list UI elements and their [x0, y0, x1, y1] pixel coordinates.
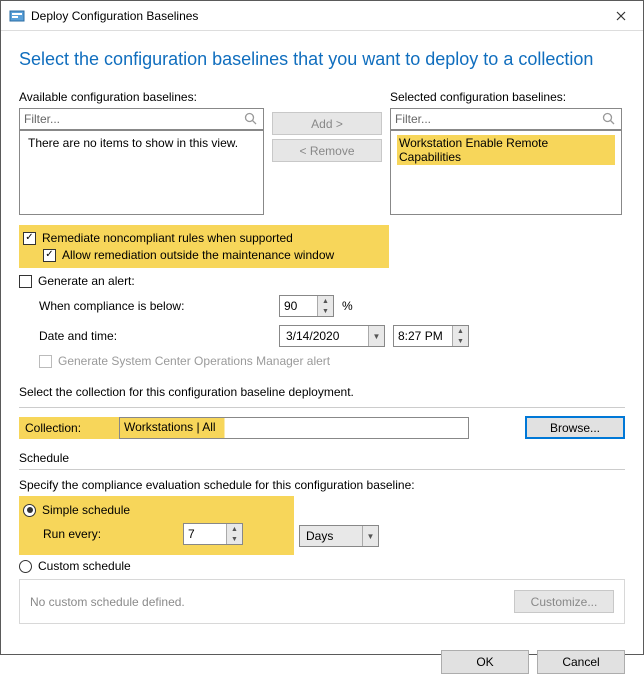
content-area: Select the configuration baselines that … — [1, 31, 643, 638]
generate-alert-label: Generate an alert: — [38, 274, 135, 288]
browse-button[interactable]: Browse... — [525, 416, 625, 439]
compliance-suffix: % — [342, 299, 353, 313]
available-filter-placeholder: Filter... — [24, 112, 60, 126]
simple-schedule-row[interactable]: Simple schedule — [23, 503, 288, 517]
scom-label: Generate System Center Operations Manage… — [58, 354, 330, 368]
simple-schedule-label: Simple schedule — [42, 503, 130, 517]
time-picker[interactable]: 8:27 PM ▲▼ — [393, 325, 469, 347]
collection-section-label: Select the collection for this configura… — [19, 385, 625, 399]
compliance-value: 90 — [284, 299, 297, 313]
collection-label: Collection: — [19, 417, 119, 439]
add-button[interactable]: Add > — [272, 112, 382, 135]
remove-button[interactable]: < Remove — [272, 139, 382, 162]
divider — [19, 469, 625, 470]
ok-button[interactable]: OK — [441, 650, 529, 674]
available-filter[interactable]: Filter... — [19, 108, 264, 130]
page-heading: Select the configuration baselines that … — [19, 49, 625, 70]
available-column: Available configuration baselines: Filte… — [19, 90, 264, 215]
unit-select[interactable]: Days ▼ — [299, 525, 379, 547]
titlebar: Deploy Configuration Baselines — [1, 1, 643, 31]
selected-listbox[interactable]: Workstation Enable Remote Capabilities — [390, 130, 622, 215]
available-empty-text: There are no items to show in this view. — [26, 135, 257, 151]
dialog-window: Deploy Configuration Baselines Select th… — [0, 0, 644, 655]
collection-row: Collection: Workstations | All Browse... — [19, 416, 625, 439]
date-value: 3/14/2020 — [286, 329, 339, 343]
spinner-arrows[interactable]: ▲▼ — [452, 326, 468, 346]
run-every-label: Run every: — [23, 527, 183, 541]
spinner-arrows[interactable]: ▲▼ — [317, 296, 333, 316]
baseline-lists: Available configuration baselines: Filte… — [19, 90, 625, 215]
close-button[interactable] — [598, 1, 643, 30]
allow-remediation-checkbox[interactable]: ✓ — [43, 249, 56, 262]
search-icon — [243, 111, 259, 127]
available-listbox[interactable]: There are no items to show in this view. — [19, 130, 264, 215]
collection-value[interactable]: Workstations | All — [119, 417, 469, 439]
simple-schedule-radio[interactable] — [23, 504, 36, 517]
chevron-down-icon: ▼ — [362, 526, 378, 546]
run-every-row: Run every: 7 ▲▼ — [23, 523, 288, 545]
run-every-value: 7 — [188, 527, 195, 541]
available-label: Available configuration baselines: — [19, 90, 264, 104]
transfer-buttons: Add > < Remove — [272, 90, 382, 215]
chevron-down-icon: ▼ — [368, 326, 384, 346]
custom-schedule-label: Custom schedule — [38, 559, 131, 573]
search-icon — [601, 111, 617, 127]
customize-button: Customize... — [514, 590, 614, 613]
selected-item[interactable]: Workstation Enable Remote Capabilities — [397, 135, 615, 165]
custom-schedule-row[interactable]: Custom schedule — [19, 559, 625, 573]
datetime-label: Date and time: — [19, 329, 279, 343]
generate-alert-checkbox[interactable] — [19, 275, 32, 288]
selected-label: Selected configuration baselines: — [390, 90, 622, 104]
schedule-desc: Specify the compliance evaluation schedu… — [19, 478, 625, 492]
app-icon — [9, 8, 25, 24]
allow-remediation-row[interactable]: ✓ Allow remediation outside the maintena… — [43, 248, 383, 262]
datetime-row: Date and time: 3/14/2020 ▼ 8:27 PM ▲▼ — [19, 325, 625, 347]
unit-value: Days — [306, 529, 333, 543]
scom-row: Generate System Center Operations Manage… — [39, 354, 625, 368]
divider — [19, 407, 625, 408]
compliance-row: When compliance is below: 90 ▲▼ % — [19, 295, 625, 317]
remediate-label: Remediate noncompliant rules when suppor… — [42, 231, 293, 245]
run-every-spinner[interactable]: 7 ▲▼ — [183, 523, 243, 545]
remediate-block: ✓ Remediate noncompliant rules when supp… — [19, 225, 389, 268]
time-value: 8:27 PM — [398, 329, 443, 343]
compliance-label: When compliance is below: — [19, 299, 279, 313]
dialog-footer: OK Cancel — [1, 638, 643, 688]
scom-checkbox — [39, 355, 52, 368]
cancel-button[interactable]: Cancel — [537, 650, 625, 674]
remediate-row[interactable]: ✓ Remediate noncompliant rules when supp… — [23, 231, 383, 245]
custom-schedule-box: No custom schedule defined. Customize... — [19, 579, 625, 624]
selected-filter-placeholder: Filter... — [395, 112, 431, 126]
selected-column: Selected configuration baselines: Filter… — [390, 90, 622, 215]
compliance-spinner[interactable]: 90 ▲▼ — [279, 295, 334, 317]
simple-schedule-block: Simple schedule Run every: 7 ▲▼ — [19, 496, 294, 555]
generate-alert-row[interactable]: Generate an alert: — [19, 274, 625, 288]
schedule-group-label: Schedule — [19, 451, 625, 465]
remediate-checkbox[interactable]: ✓ — [23, 232, 36, 245]
custom-empty-text: No custom schedule defined. — [30, 595, 185, 609]
custom-schedule-radio[interactable] — [19, 560, 32, 573]
spinner-arrows[interactable]: ▲▼ — [226, 524, 242, 544]
schedule-section: Schedule Specify the compliance evaluati… — [19, 451, 625, 624]
window-title: Deploy Configuration Baselines — [31, 9, 598, 23]
date-picker[interactable]: 3/14/2020 ▼ — [279, 325, 385, 347]
allow-remediation-label: Allow remediation outside the maintenanc… — [62, 248, 334, 262]
selected-filter[interactable]: Filter... — [390, 108, 622, 130]
